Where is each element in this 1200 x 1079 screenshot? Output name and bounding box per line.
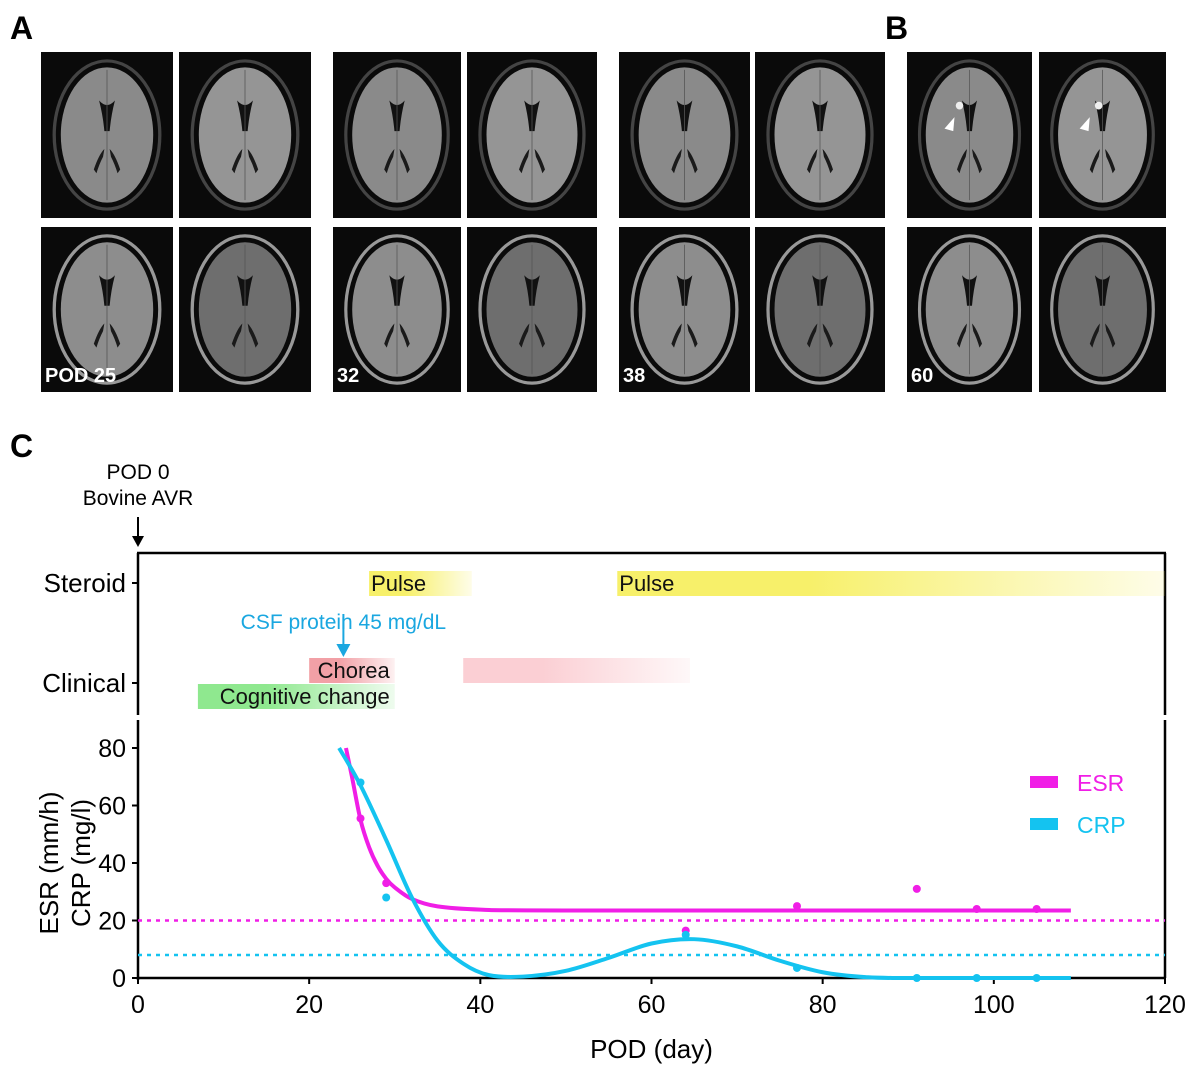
timeline-bar (197, 684, 395, 709)
mri-image (333, 52, 461, 218)
crp-legend-label: CRP (1077, 812, 1126, 838)
esr-fit-curve (344, 747, 1071, 913)
esr-legend-swatch (1030, 776, 1058, 788)
mri-image (41, 52, 173, 218)
mri-image (41, 227, 173, 392)
crp-legend-swatch (1030, 818, 1058, 830)
panel-label-c: C (10, 428, 34, 464)
y-tick-label: 20 (98, 908, 126, 936)
esr-data-point (1032, 905, 1041, 913)
event-label: Bovine AVR (83, 487, 194, 510)
x-tick-label: 60 (638, 991, 666, 1019)
mri-image (619, 227, 750, 392)
pod-label: 38 (623, 365, 646, 387)
pod-label: 32 (337, 365, 360, 387)
y-axis-label-esr: ESR (mm/h) (34, 792, 64, 935)
panel-label-a: A (10, 10, 34, 46)
esr-data-point (356, 814, 365, 823)
y-tick-label: 0 (112, 965, 126, 993)
esr-data-point (792, 902, 801, 911)
crp-fit-curve (337, 747, 1071, 981)
y-tick-label: 40 (98, 850, 126, 878)
x-tick-label: 20 (295, 991, 323, 1019)
esr-data-point (972, 905, 981, 913)
timeline-bar (463, 658, 691, 683)
crp-data-point (681, 930, 690, 939)
panel-label-b: B (885, 10, 909, 46)
mri-image (619, 52, 750, 218)
crp-data-point (1032, 974, 1041, 982)
crp-data-point (356, 778, 365, 787)
mri-image (467, 52, 597, 218)
mri-image (907, 52, 1032, 218)
x-tick-label: 120 (1144, 991, 1186, 1019)
mri-image (907, 227, 1032, 392)
csf-arrowhead-icon (336, 644, 351, 657)
event-label: POD 0 (106, 461, 169, 484)
crp-data-point (382, 893, 391, 902)
y-axis-label-crp: CRP (mg/l) (66, 799, 96, 927)
mri-image (467, 227, 597, 392)
x-tick-label: 100 (973, 991, 1015, 1019)
mri-image (179, 227, 311, 392)
x-tick-label: 0 (131, 991, 145, 1019)
timeline-bar (369, 571, 472, 596)
mri-image (333, 227, 461, 392)
y-tick-label: 60 (98, 793, 126, 821)
timeline-bar (617, 571, 1165, 596)
timeline-bar-label: Pulse (619, 571, 674, 596)
mri-image (1039, 227, 1166, 392)
mri-image (1039, 52, 1166, 218)
timeline-bar-label: Pulse (371, 571, 426, 596)
timeline-bar (309, 658, 395, 683)
row-label-steroid: Steroid (44, 568, 126, 598)
x-tick-label: 80 (809, 991, 837, 1019)
esr-legend-label: ESR (1077, 770, 1124, 796)
pod-label: POD 25 (45, 365, 117, 387)
mri-image (755, 52, 885, 218)
x-axis-label: POD (day) (590, 1034, 713, 1064)
x-tick-label: 40 (466, 991, 494, 1019)
crp-data-point (792, 963, 801, 972)
mri-image (179, 52, 311, 218)
crp-data-point (972, 974, 981, 982)
crp-data-point (912, 974, 921, 982)
esr-data-point (382, 879, 391, 888)
timeline-bar-label: Chorea (318, 658, 391, 683)
event-arrowhead-icon (132, 536, 144, 547)
y-tick-label: 80 (98, 735, 126, 763)
esr-data-point (912, 884, 921, 893)
row-label-clinical: Clinical (42, 668, 126, 698)
timeline-bar-label: Cognitive change (220, 684, 390, 709)
pod-label: 60 (911, 365, 934, 387)
mri-image (755, 227, 885, 392)
